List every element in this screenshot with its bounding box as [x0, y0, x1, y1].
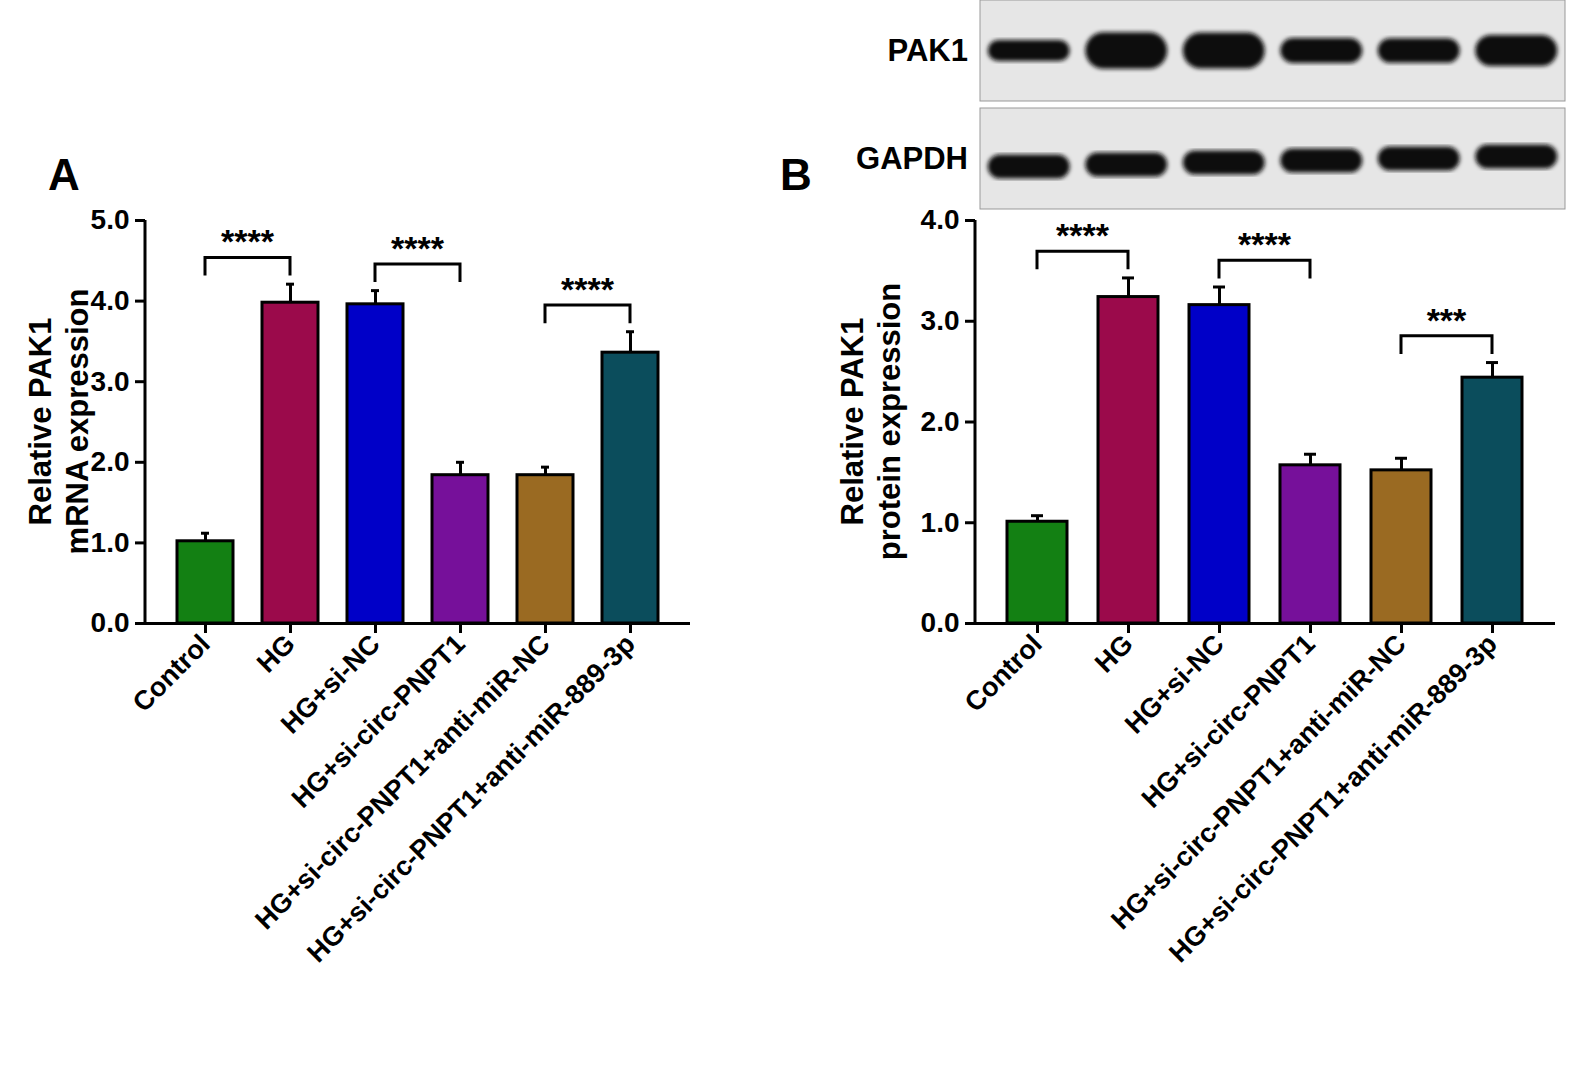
svg-text:HG+si-circ-PNPT1+anti-miR-889-: HG+si-circ-PNPT1+anti-miR-889-3p — [1163, 629, 1503, 969]
svg-text:GAPDH: GAPDH — [856, 141, 968, 176]
html-text:A: A — [48, 150, 80, 199]
svg-text:Control: Control — [959, 629, 1048, 718]
svg-text:4.0: 4.0 — [921, 204, 960, 235]
svg-text:HG+si-circ-PNPT1: HG+si-circ-PNPT1 — [1136, 629, 1321, 814]
svg-text:HG: HG — [1089, 629, 1139, 679]
svg-text:HG+si-circ-PNPT1+anti-miR-NC: HG+si-circ-PNPT1+anti-miR-NC — [249, 629, 556, 936]
svg-text:****: **** — [1238, 225, 1292, 263]
svg-text:****: **** — [221, 222, 275, 260]
svg-text:HG: HG — [251, 629, 301, 679]
svg-text:5.0: 5.0 — [91, 204, 130, 235]
svg-text:4.0: 4.0 — [91, 285, 130, 316]
svg-text:****: **** — [1056, 216, 1110, 254]
svg-text:1.0: 1.0 — [921, 507, 960, 538]
svg-text:HG+si-circ-PNPT1+anti-miR-889-: HG+si-circ-PNPT1+anti-miR-889-3p — [301, 629, 641, 969]
svg-text:****: **** — [391, 229, 445, 267]
svg-text:1.0: 1.0 — [91, 527, 130, 558]
svg-text:0.0: 0.0 — [921, 607, 960, 638]
html-text:B: B — [780, 150, 812, 199]
svg-text:****: **** — [561, 270, 615, 308]
svg-text:***: *** — [1427, 301, 1467, 339]
svg-text:HG+si-NC: HG+si-NC — [275, 628, 386, 740]
svg-text:HG+si-circ-PNPT1+anti-miR-NC: HG+si-circ-PNPT1+anti-miR-NC — [1105, 628, 1412, 936]
svg-text:HG+si-NC: HG+si-NC — [1119, 628, 1230, 740]
svg-text:PAK1: PAK1 — [888, 33, 968, 68]
svg-text:2.0: 2.0 — [921, 406, 960, 437]
svg-text:0.0: 0.0 — [91, 607, 130, 638]
svg-text:2.0: 2.0 — [91, 446, 130, 477]
svg-text:3.0: 3.0 — [91, 366, 130, 397]
svg-text:Relative PAK1mRNA expression: Relative PAK1mRNA expression — [23, 289, 95, 555]
svg-text:Control: Control — [127, 629, 216, 718]
svg-text:3.0: 3.0 — [921, 305, 960, 336]
svg-text:Relative PAK1protein expressio: Relative PAK1protein expression — [835, 283, 907, 560]
